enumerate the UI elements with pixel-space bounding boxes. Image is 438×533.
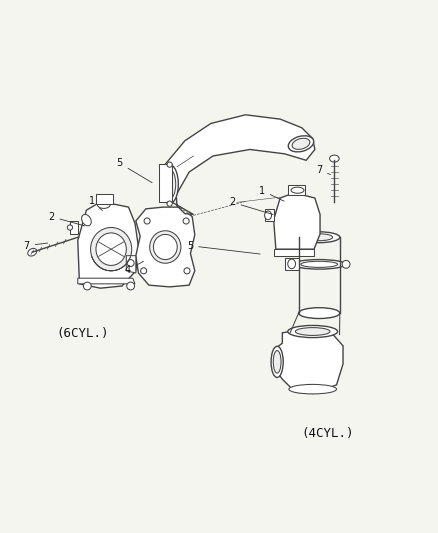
Bar xyxy=(96,194,113,204)
Bar xyxy=(159,164,171,203)
Ellipse shape xyxy=(153,235,177,260)
Ellipse shape xyxy=(83,282,91,290)
Ellipse shape xyxy=(144,218,150,224)
Ellipse shape xyxy=(149,231,180,263)
Ellipse shape xyxy=(287,259,295,269)
Ellipse shape xyxy=(127,260,134,266)
Bar xyxy=(287,185,304,195)
Ellipse shape xyxy=(81,214,91,226)
Polygon shape xyxy=(273,193,319,249)
Text: 4: 4 xyxy=(124,261,143,275)
Ellipse shape xyxy=(287,326,337,337)
Ellipse shape xyxy=(286,211,308,235)
Polygon shape xyxy=(70,221,78,234)
Polygon shape xyxy=(284,258,298,270)
Text: 1: 1 xyxy=(88,197,102,211)
Ellipse shape xyxy=(184,268,190,274)
Text: 1: 1 xyxy=(258,185,283,201)
Ellipse shape xyxy=(288,136,313,152)
Ellipse shape xyxy=(290,187,304,193)
Polygon shape xyxy=(135,207,194,287)
Ellipse shape xyxy=(127,282,134,290)
Ellipse shape xyxy=(28,248,37,256)
Text: (6CYL.): (6CYL.) xyxy=(57,327,109,340)
Polygon shape xyxy=(78,278,134,284)
Ellipse shape xyxy=(140,268,146,274)
Ellipse shape xyxy=(90,228,131,271)
Ellipse shape xyxy=(97,200,110,208)
Ellipse shape xyxy=(305,234,332,241)
Ellipse shape xyxy=(163,169,175,199)
Ellipse shape xyxy=(67,225,72,230)
Text: 5: 5 xyxy=(117,158,152,183)
Polygon shape xyxy=(273,249,313,256)
Ellipse shape xyxy=(329,155,339,162)
Ellipse shape xyxy=(264,211,271,220)
Ellipse shape xyxy=(291,138,309,149)
Text: 5: 5 xyxy=(187,241,259,254)
Ellipse shape xyxy=(300,261,337,268)
Polygon shape xyxy=(265,209,273,221)
Ellipse shape xyxy=(270,346,283,377)
Ellipse shape xyxy=(298,232,339,243)
Ellipse shape xyxy=(183,218,189,224)
Polygon shape xyxy=(78,201,138,288)
Ellipse shape xyxy=(288,384,336,394)
Ellipse shape xyxy=(341,261,349,268)
Ellipse shape xyxy=(167,201,172,206)
Ellipse shape xyxy=(167,162,172,167)
Text: 7: 7 xyxy=(315,165,330,175)
Text: 7: 7 xyxy=(24,241,48,251)
Ellipse shape xyxy=(288,261,296,268)
Ellipse shape xyxy=(272,351,280,373)
Text: 2: 2 xyxy=(48,212,85,226)
Ellipse shape xyxy=(295,328,329,335)
Ellipse shape xyxy=(281,207,312,239)
Ellipse shape xyxy=(96,233,126,265)
Text: (4CYL.): (4CYL.) xyxy=(301,427,353,440)
Polygon shape xyxy=(273,328,342,393)
Polygon shape xyxy=(163,115,314,214)
Ellipse shape xyxy=(292,260,345,269)
Ellipse shape xyxy=(298,308,339,319)
Polygon shape xyxy=(126,256,135,273)
Text: 2: 2 xyxy=(229,197,272,215)
Ellipse shape xyxy=(161,165,178,204)
